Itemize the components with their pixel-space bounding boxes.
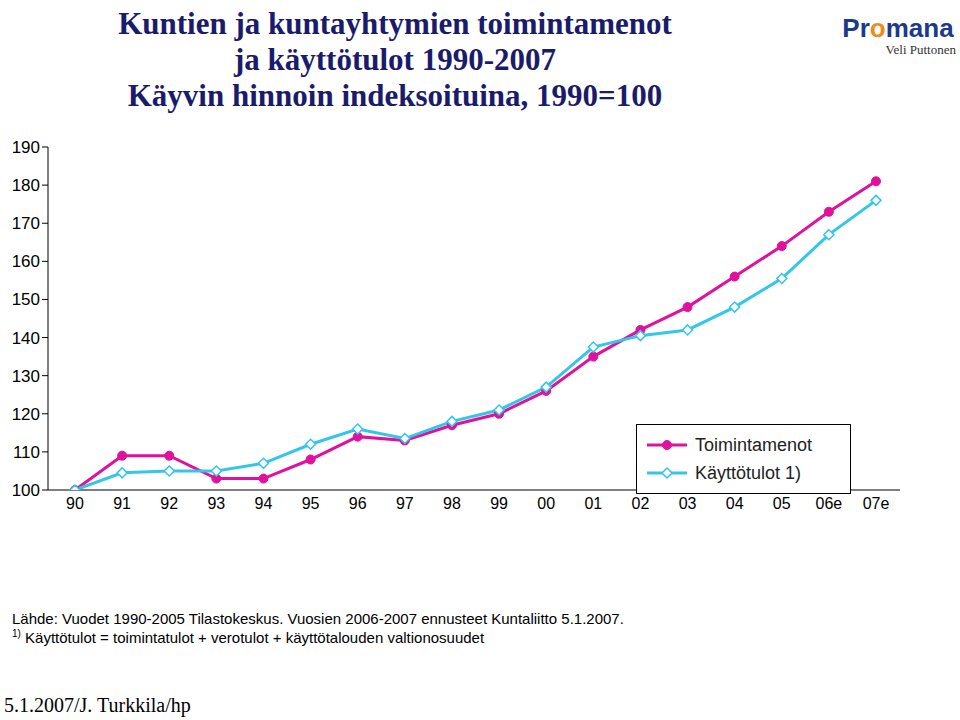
svg-text:97: 97 [396,495,414,512]
svg-text:93: 93 [207,495,225,512]
svg-text:96: 96 [349,495,367,512]
html-text:Kuntien ja kuntayhtymien toimi: Kuntien ja kuntayhtymien toimintamenot [118,6,672,41]
html-text:Lähde: Vuodet 1990-2005 Tilast: Lähde: Vuodet 1990-2005 Tilastokeskus. V… [12,610,624,627]
svg-text:94: 94 [255,495,273,512]
svg-text:05: 05 [773,495,791,512]
html-text:ja käyttötulot 1990-2007: ja käyttötulot 1990-2007 [234,42,556,77]
svg-text:90: 90 [66,495,84,512]
svg-text:01: 01 [584,495,602,512]
svg-text:100: 100 [12,481,40,500]
svg-text:140: 140 [12,329,40,348]
svg-text:130: 130 [12,367,40,386]
svg-text:160: 160 [12,252,40,271]
html-text:Pr o mana: Pr o mana [842,13,954,43]
svg-text:95: 95 [302,495,320,512]
svg-text:170: 170 [12,214,40,233]
html-text:Käyttötulot 1): Käyttötulot 1) [695,462,802,483]
svg-text:02: 02 [632,495,650,512]
svg-text:150: 150 [12,290,40,309]
html-text:1) Käyttötulot = toimintatulot: 1) Käyttötulot = toimintatulot + verotul… [12,628,485,646]
svg-text:180: 180 [12,176,40,195]
svg-text:120: 120 [12,405,40,424]
html-text:Käyvin hinnoin indeksoituina,: Käyvin hinnoin indeksoituina, 1990=100 [127,78,663,113]
svg-text:190: 190 [12,138,40,157]
html-text:Veli Puttonen: Veli Puttonen [885,42,956,57]
svg-text:98: 98 [443,495,461,512]
svg-text:92: 92 [160,495,178,512]
html-text:Toimintamenot: Toimintamenot [695,434,813,455]
svg-text:91: 91 [113,495,131,512]
svg-text:06e: 06e [816,495,843,512]
svg-text:00: 00 [537,495,555,512]
svg-text:07e: 07e [863,495,890,512]
svg-text:03: 03 [679,495,697,512]
svg-text:99: 99 [490,495,508,512]
svg-text:04: 04 [726,495,744,512]
svg-text:110: 110 [13,443,40,462]
html-text:5.1.2007/J. Turkkila/hp: 5.1.2007/J. Turkkila/hp [4,694,191,716]
